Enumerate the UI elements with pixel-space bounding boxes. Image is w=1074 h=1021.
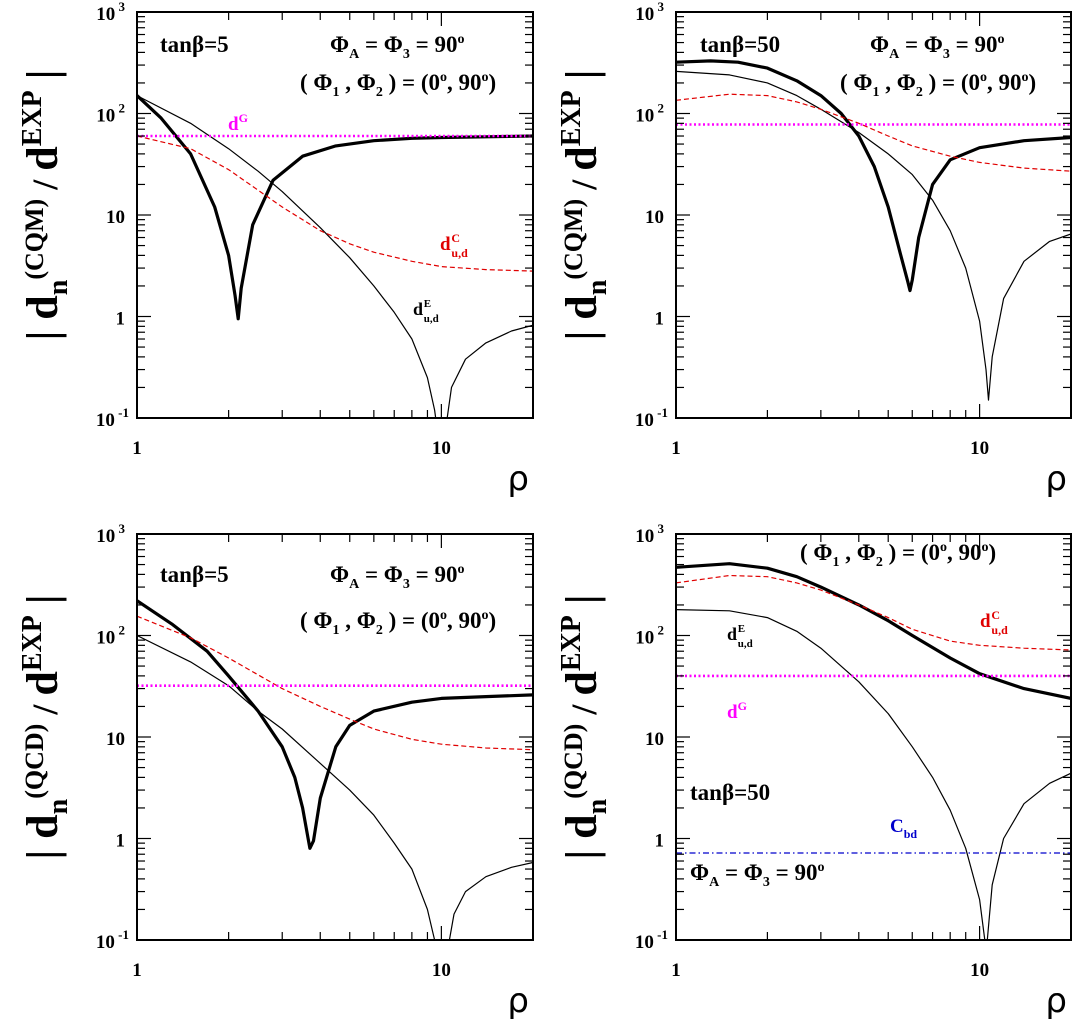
annotation-dG: dG — [228, 111, 248, 135]
series-cedm-line — [137, 615, 533, 751]
y-tick-label: 10 — [106, 729, 125, 750]
annotation-dE: dE u,d — [413, 298, 439, 325]
plot-area — [676, 562, 1071, 940]
annotation-cbd: Cbd — [890, 816, 917, 841]
x-axis-title: ρ — [507, 459, 529, 499]
y-tick-label: 1 — [655, 831, 665, 852]
series-edm-line — [137, 95, 533, 418]
y-tick-label: 10 -1 — [96, 927, 129, 953]
plot-area — [137, 599, 533, 940]
annotation-phiA: ΦA = Φ3 = 90o — [870, 32, 1005, 62]
x-axis-title: ρ — [1045, 459, 1067, 499]
x-axis-title: ρ — [1045, 981, 1067, 1021]
x-tick-label: 10 — [970, 438, 989, 459]
y-tick-label: 10 3 — [96, 521, 125, 547]
annotation-phi12: ( Φ1 , Φ2 ) = (0o, 90o) — [800, 540, 996, 570]
series-cedm-line — [676, 574, 1071, 651]
annotation-phi12: ( Φ1 , Φ2 ) = (0o, 90o) — [840, 70, 1036, 100]
y-tick-label: 10 2 — [635, 101, 664, 127]
annotation-phiA: ΦA = Φ3 = 90o — [690, 860, 825, 890]
x-tick-label: 1 — [671, 960, 681, 981]
y-tick-label: 1 — [116, 831, 126, 852]
series-edm-line — [676, 609, 1071, 940]
series-edm-line — [676, 70, 1071, 401]
annotation-phiA: ΦA = Φ3 = 90o — [330, 562, 465, 592]
y-tick-label: 10 2 — [635, 623, 664, 649]
y-tick-label: 10 -1 — [635, 927, 668, 953]
x-tick-label: 10 — [432, 960, 451, 981]
y-tick-label: 10 -1 — [635, 405, 668, 431]
y-tick-label: 1 — [655, 309, 665, 330]
x-tick-label: 1 — [132, 438, 142, 459]
annotation-tanb: tanβ=50 — [700, 32, 780, 57]
annotation-dC: dC u,d — [440, 231, 468, 260]
annotation-dC: dC u,d — [980, 608, 1008, 637]
y-tick-label: 10 -1 — [96, 405, 129, 431]
x-tick-label: 1 — [671, 438, 681, 459]
y-tick-label: 10 — [106, 207, 125, 228]
y-tick-label: 10 — [645, 207, 664, 228]
series-total-line — [137, 94, 533, 321]
annotation-tanb: tanβ=5 — [160, 32, 229, 57]
annotation-dG: dG — [727, 699, 747, 723]
annotation-phi12: ( Φ1 , Φ2 ) = (0o, 90o) — [300, 608, 496, 638]
annotation-phiA: ΦA = Φ3 = 90o — [330, 32, 465, 62]
y-tick-label: 10 3 — [635, 0, 664, 25]
y-axis-title: | dn(QCD) / dEXP | — [17, 594, 74, 859]
annotation-tanb: tanβ=50 — [690, 780, 770, 805]
x-tick-label: 10 — [970, 960, 989, 981]
x-axis-title: ρ — [507, 981, 529, 1021]
annotation-dE: dE u,d — [727, 623, 753, 650]
series-cedm-line — [676, 93, 1071, 172]
plot-area — [137, 94, 533, 418]
y-axis-title: | dn(CQM) / dEXP | — [556, 70, 613, 341]
y-tick-label: 10 3 — [96, 0, 125, 25]
x-tick-label: 1 — [132, 960, 142, 981]
y-tick-label: 10 — [645, 729, 664, 750]
plot-area — [676, 59, 1071, 401]
series-cedm-line — [137, 135, 533, 272]
plot-frame — [136, 533, 534, 941]
annotation-tanb: tanβ=5 — [160, 562, 229, 587]
y-axis-title: | dn(CQM) / dEXP | — [17, 70, 74, 341]
y-tick-label: 10 3 — [635, 521, 664, 547]
series-total-line — [676, 59, 1071, 293]
y-axis-title: | dn(QCD) / dEXP | — [556, 594, 613, 859]
y-tick-label: 10 2 — [96, 101, 125, 127]
y-tick-label: 10 2 — [96, 623, 125, 649]
y-tick-label: 1 — [116, 309, 126, 330]
series-edm-line — [137, 634, 533, 940]
x-tick-label: 10 — [432, 438, 451, 459]
annotation-phi12: ( Φ1 , Φ2 ) = (0o, 90o) — [300, 70, 496, 100]
series-total-line — [137, 599, 533, 850]
